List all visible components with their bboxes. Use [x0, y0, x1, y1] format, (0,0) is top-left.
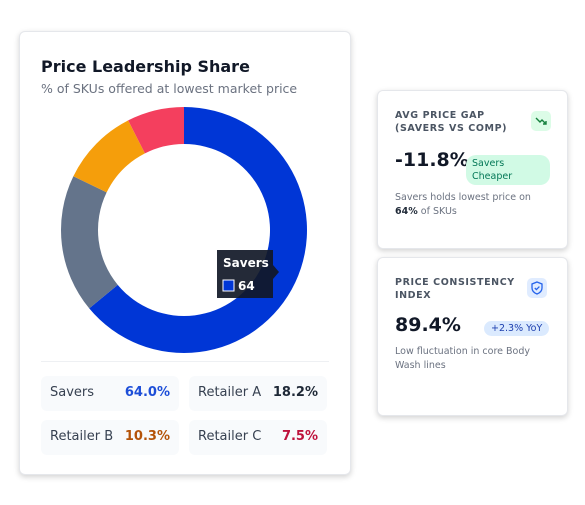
- kpi-title: AVG PRICE GAP (SAVERS VS COMP): [395, 110, 508, 134]
- kpi-badge: +2.3% YoY: [484, 321, 550, 336]
- separator: [41, 361, 329, 362]
- tooltip-title: Savers: [223, 256, 269, 270]
- chart-title: Price Leadership Share: [41, 57, 250, 76]
- legend-value: 18.2%: [272, 385, 318, 400]
- note-text: Savers holds lowest price on: [395, 192, 531, 203]
- tooltip-swatch: [222, 279, 235, 292]
- kpi-card: PRICE CONSISTENCY INDEX 89.4% +2.3% YoY …: [377, 257, 568, 416]
- chart-card: Price Leadership Share % of SKUs offered…: [19, 31, 351, 475]
- note-text: of SKUs: [420, 206, 457, 217]
- legend-label: Retailer B: [50, 429, 114, 444]
- legend-item: Retailer C 7.5%: [189, 420, 327, 455]
- legend-value: 10.3%: [124, 429, 170, 444]
- shield-icon: [527, 278, 547, 298]
- trend-icon: [531, 111, 551, 131]
- tooltip: Savers 64: [217, 250, 279, 298]
- kpi-title: PRICE CONSISTENCY INDEX: [395, 277, 515, 301]
- kpi-note: Savers holds lowest price on 64% of SKUs: [395, 191, 555, 219]
- legend-label: Retailer A: [198, 385, 262, 400]
- legend-label: Savers: [50, 385, 95, 400]
- chart-subtitle: % of SKUs offered at lowest market price: [41, 81, 298, 96]
- note-text: Low fluctuation in core Body Wash lines: [395, 346, 530, 371]
- tooltip-value: 64: [238, 279, 255, 293]
- donut-slice: [60, 176, 118, 309]
- legend-value: 7.5%: [281, 429, 318, 444]
- kpi-card: AVG PRICE GAP (SAVERS VS COMP) -11.8% Sa…: [377, 90, 568, 249]
- kpi-value: 89.4%: [395, 314, 461, 336]
- donut-chart: Savers 64: [60, 107, 307, 353]
- donut-slice: [128, 107, 184, 154]
- legend-item: Retailer B 10.3%: [41, 420, 179, 455]
- legend-item: Retailer A 18.2%: [189, 376, 327, 411]
- note-highlight: 64%: [395, 206, 418, 217]
- kpi-note: Low fluctuation in core Body Wash lines: [395, 345, 555, 373]
- kpi-value: -11.8%: [395, 149, 469, 171]
- legend-item: Savers 64.0%: [41, 376, 179, 411]
- donut-slice: [73, 120, 145, 193]
- legend-label: Retailer C: [198, 429, 262, 444]
- legend-value: 64.0%: [124, 385, 170, 400]
- kpi-badge: Savers Cheaper: [466, 155, 550, 185]
